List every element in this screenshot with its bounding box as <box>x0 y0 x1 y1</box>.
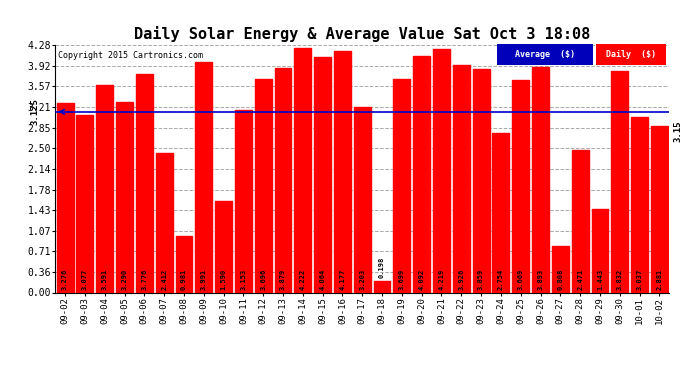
Text: 3.037: 3.037 <box>637 268 642 290</box>
Text: 2.881: 2.881 <box>656 268 662 290</box>
Text: 3.991: 3.991 <box>201 268 207 290</box>
Bar <box>97 85 113 292</box>
Bar <box>295 48 311 292</box>
Text: Copyright 2015 Cartronics.com: Copyright 2015 Cartronics.com <box>58 51 204 60</box>
Text: 3.276: 3.276 <box>62 268 68 290</box>
Bar <box>77 115 93 292</box>
Bar <box>314 57 331 292</box>
Text: 3.832: 3.832 <box>617 268 623 290</box>
Bar <box>473 69 489 292</box>
Text: 3.696: 3.696 <box>260 268 266 290</box>
Text: 3.591: 3.591 <box>101 268 108 290</box>
Bar <box>413 56 430 292</box>
Text: 3.203: 3.203 <box>359 268 365 290</box>
Text: 3.153: 3.153 <box>240 268 246 290</box>
Text: 0.981: 0.981 <box>181 268 187 290</box>
Text: 4.177: 4.177 <box>339 268 346 290</box>
Bar <box>512 80 529 292</box>
Bar <box>611 71 628 292</box>
Bar <box>497 44 593 65</box>
Bar <box>393 79 411 292</box>
Text: 3.669: 3.669 <box>518 268 524 290</box>
Text: 1.590: 1.590 <box>221 268 226 290</box>
Bar <box>156 153 172 292</box>
Text: 3.879: 3.879 <box>280 268 286 290</box>
Bar <box>595 44 667 65</box>
Bar <box>354 107 371 292</box>
Text: 3.077: 3.077 <box>82 268 88 290</box>
Bar <box>195 62 213 292</box>
Text: 2.412: 2.412 <box>161 268 167 290</box>
Bar <box>235 110 252 292</box>
Bar <box>591 209 609 292</box>
Bar <box>453 66 470 292</box>
Text: 0.808: 0.808 <box>558 268 563 290</box>
Text: 2.471: 2.471 <box>577 268 583 290</box>
Text: Daily  ($): Daily ($) <box>606 50 656 59</box>
Text: 3.893: 3.893 <box>538 268 544 290</box>
Text: 3.125: 3.125 <box>31 98 40 125</box>
Bar <box>552 246 569 292</box>
Text: 2.754: 2.754 <box>498 268 504 290</box>
Bar <box>433 48 450 292</box>
Text: 0.198: 0.198 <box>379 257 385 278</box>
Bar <box>334 51 351 292</box>
Title: Daily Solar Energy & Average Value Sat Oct 3 18:08: Daily Solar Energy & Average Value Sat O… <box>134 27 591 42</box>
Bar <box>572 150 589 292</box>
Text: 3.699: 3.699 <box>399 268 405 290</box>
Bar <box>493 133 509 292</box>
Text: 4.064: 4.064 <box>319 268 326 290</box>
Bar <box>631 117 648 292</box>
Bar <box>116 102 133 292</box>
Text: 3.290: 3.290 <box>121 268 128 290</box>
Text: 3.926: 3.926 <box>458 268 464 290</box>
Bar <box>136 74 152 292</box>
Bar <box>215 201 232 292</box>
Text: Average  ($): Average ($) <box>515 50 575 59</box>
Text: 3.15: 3.15 <box>673 120 682 142</box>
Bar <box>651 126 668 292</box>
Bar <box>57 103 74 292</box>
Bar <box>175 236 193 292</box>
Text: 3.859: 3.859 <box>478 268 484 290</box>
Text: 4.222: 4.222 <box>300 268 306 290</box>
Text: 3.776: 3.776 <box>141 268 148 290</box>
Text: 4.092: 4.092 <box>419 268 424 290</box>
Bar <box>275 68 291 292</box>
Text: 4.219: 4.219 <box>438 268 444 290</box>
Text: 1.443: 1.443 <box>597 268 603 290</box>
Bar <box>255 79 272 292</box>
Bar <box>374 281 391 292</box>
Bar <box>532 68 549 292</box>
